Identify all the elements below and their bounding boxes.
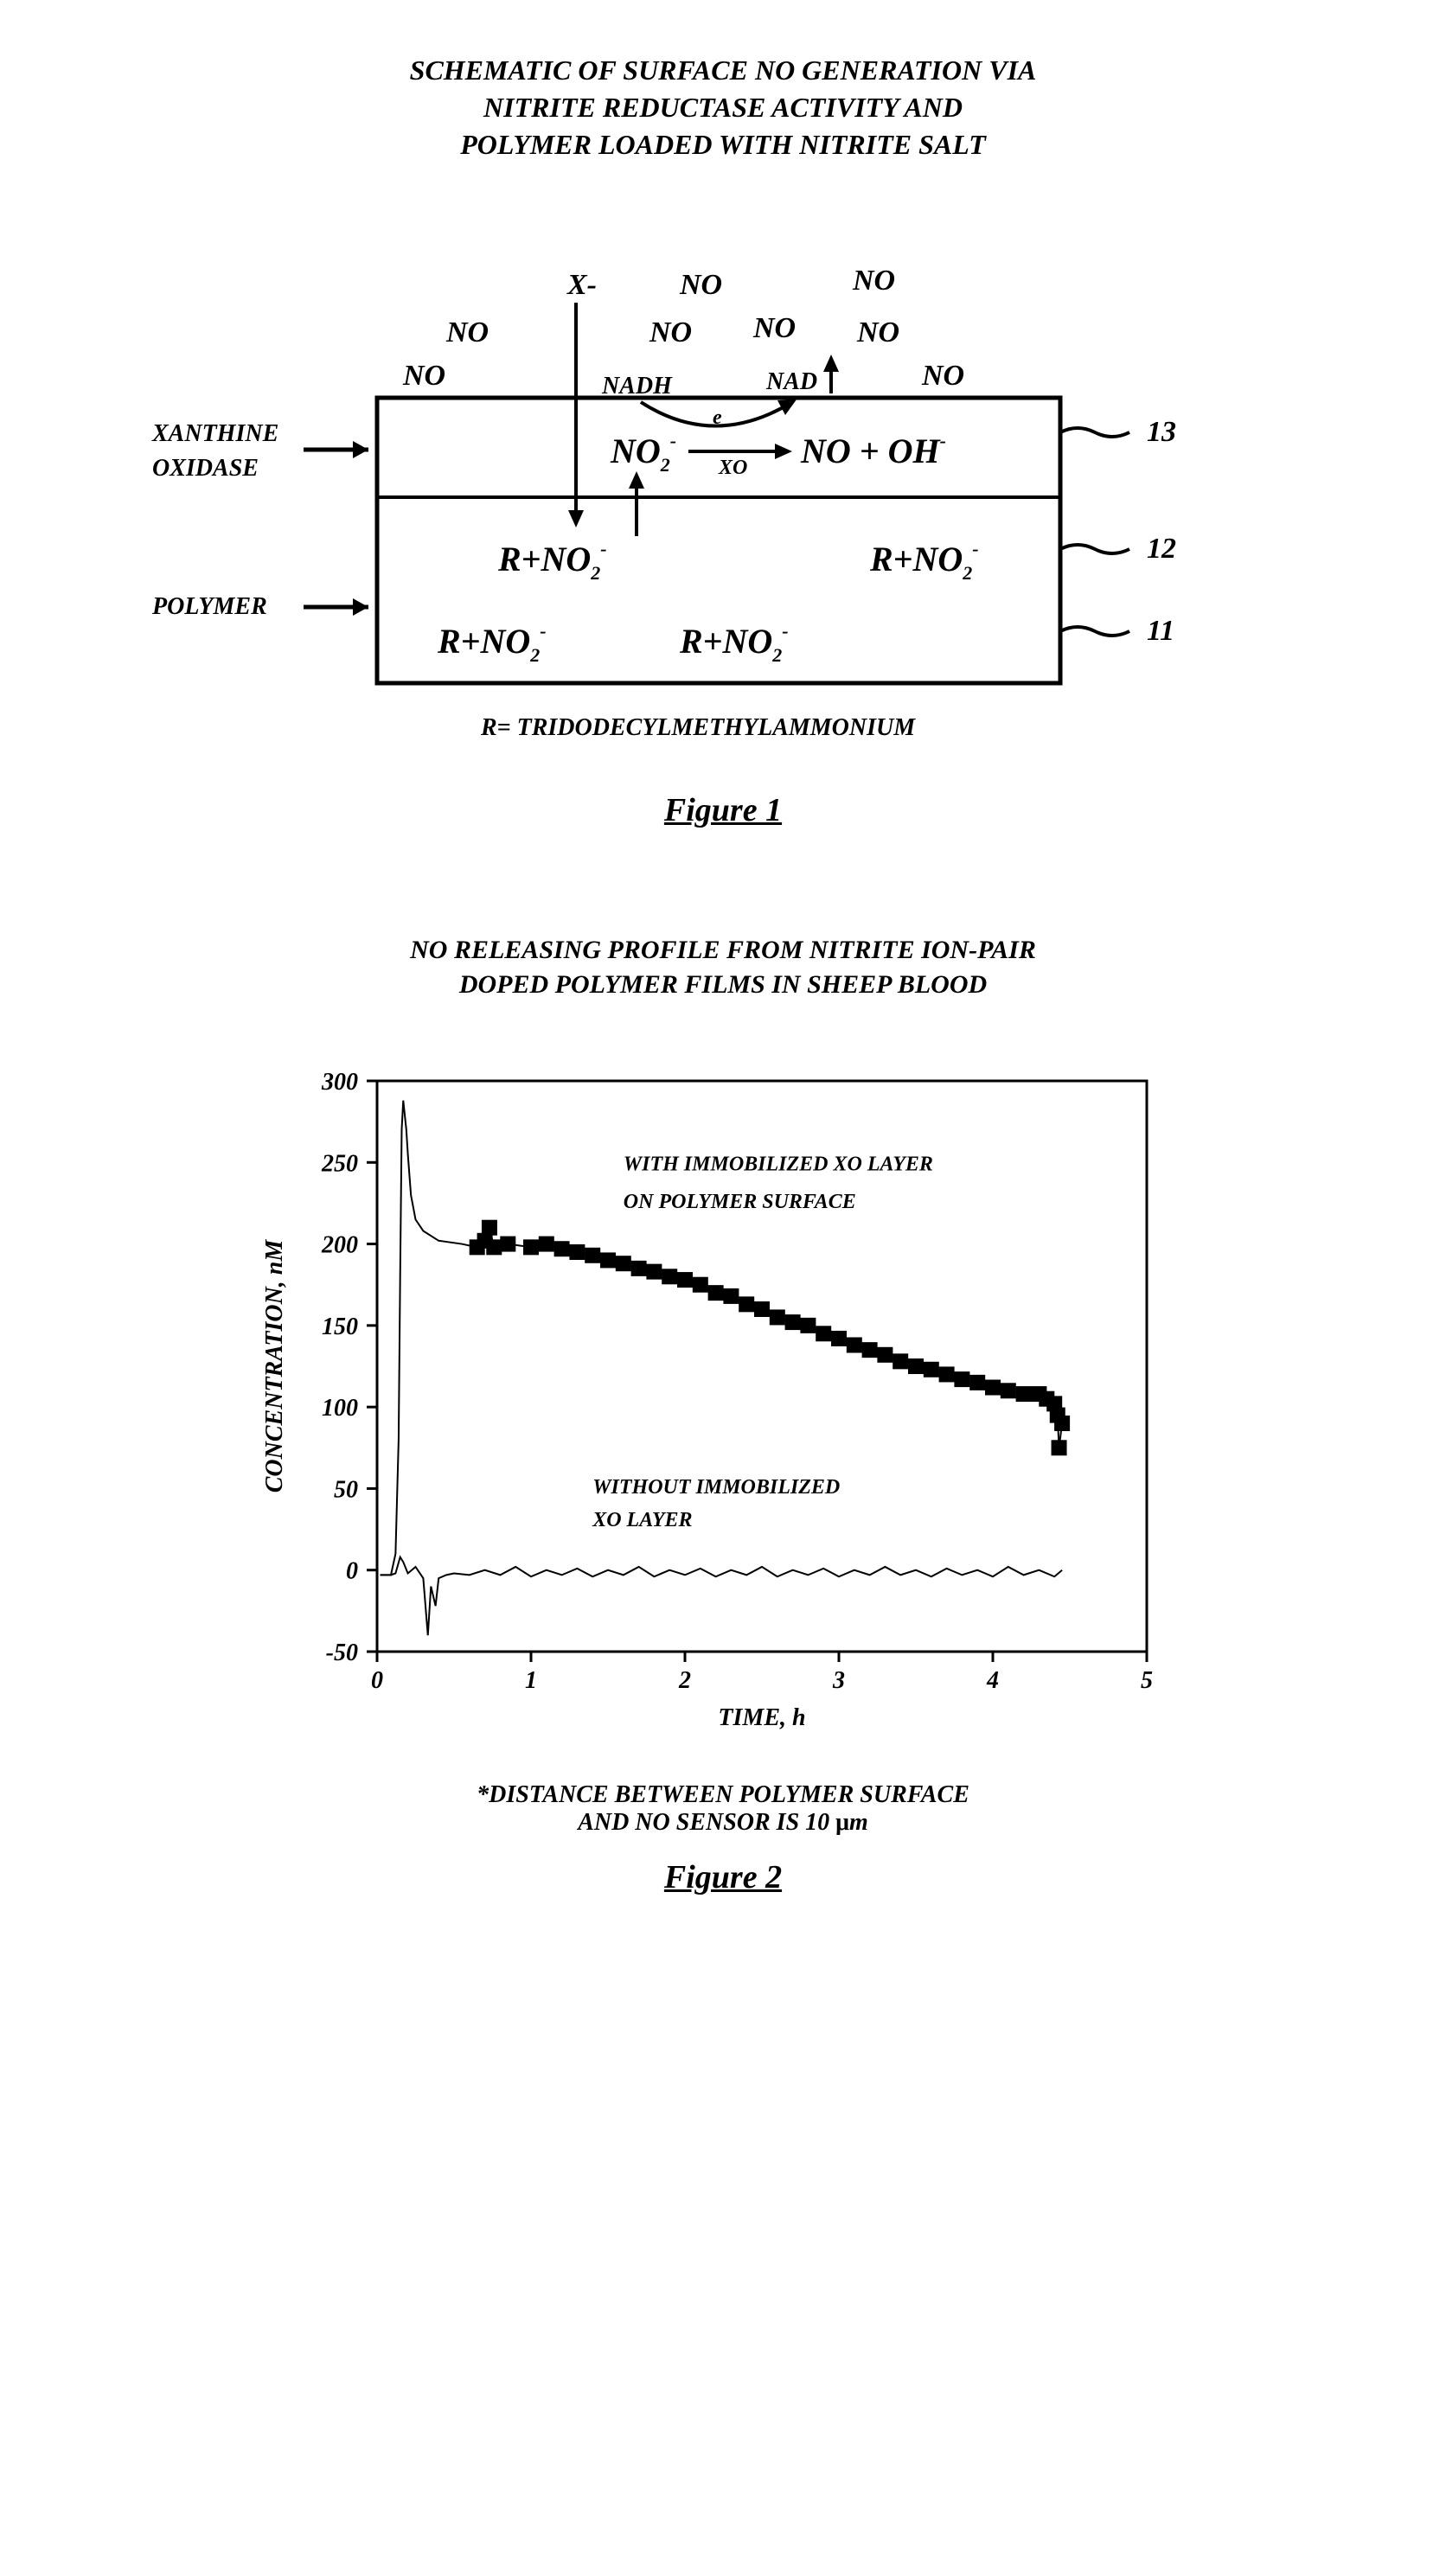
xanthine-label: XANTHINE	[151, 420, 278, 447]
polymer-label: POLYMER	[151, 593, 267, 620]
svg-text:R+NO2-: R+NO2-	[497, 538, 607, 584]
figure-2-chart: -50 0 50 100 150 200 250 300 0 1 2 3 4 5 TIME, h CONCEN…	[247, 1046, 1199, 1755]
svg-text:1: 1	[525, 1667, 537, 1694]
svg-text:2: 2	[678, 1667, 691, 1694]
svg-text:NO: NO	[445, 316, 489, 348]
figure-2: NO RELEASING PROFILE FROM NITRITE ION-PA…	[86, 933, 1360, 1896]
svg-text:3: 3	[832, 1667, 845, 1694]
figure-1-caption: Figure 1	[86, 791, 1360, 829]
svg-text:250: 250	[321, 1150, 358, 1177]
svg-text:50: 50	[334, 1476, 358, 1503]
figure-1-title: SCHEMATIC OF SURFACE NO GENERATION VIA N…	[86, 52, 1360, 164]
svg-text:300: 300	[321, 1069, 358, 1096]
svg-text:NO: NO	[852, 265, 895, 297]
svg-text:0: 0	[371, 1667, 383, 1694]
e-label: e	[713, 406, 722, 429]
figure-1: SCHEMATIC OF SURFACE NO GENERATION VIA N…	[86, 52, 1360, 829]
fig2-title-line1: NO RELEASING PROFILE FROM NITRITE ION-PA…	[86, 933, 1360, 968]
svg-text:R+NO2-: R+NO2-	[679, 620, 789, 666]
svg-text:NO: NO	[921, 360, 964, 392]
figure-2-caption: Figure 2	[86, 1858, 1360, 1896]
figure-1-svg: XANTHINE OXIDASE POLYMER NONONONONONONON…	[118, 208, 1328, 770]
oxidase-label: OXIDASE	[152, 455, 259, 482]
svg-text:WITHOUT IMMOBILIZED: WITHOUT IMMOBILIZED	[592, 1476, 840, 1499]
svg-text:5: 5	[1141, 1667, 1153, 1694]
no-cloud: NONONONONONONONO	[402, 265, 964, 392]
svg-text:NO: NO	[649, 316, 692, 348]
fig2-title-line2: DOPED POLYMER FILMS IN SHEEP BLOOD	[86, 968, 1360, 1003]
figure-2-title: NO RELEASING PROFILE FROM NITRITE ION-PA…	[86, 933, 1360, 1003]
fig1-title-line1: SCHEMATIC OF SURFACE NO GENERATION VIA	[86, 52, 1360, 89]
svg-text:ON POLYMER SURFACE: ON POLYMER SURFACE	[624, 1191, 856, 1213]
svg-text:NO: NO	[856, 316, 899, 348]
xo-label: XO	[718, 457, 747, 479]
ref-11: 11	[1147, 615, 1174, 647]
footnote-unit: m	[849, 1809, 868, 1836]
svg-text:100: 100	[322, 1395, 358, 1422]
svg-text:WITH IMMOBILIZED XO LAYER: WITH IMMOBILIZED XO LAYER	[624, 1153, 933, 1175]
svg-text:XO LAYER: XO LAYER	[592, 1508, 692, 1531]
no2-reactant: NO2-	[610, 430, 676, 476]
nadh-label: NADH	[601, 373, 673, 400]
svg-text:-50: -50	[326, 1640, 358, 1666]
reaction-product: NO + OH-	[800, 430, 946, 470]
svg-text:0: 0	[346, 1557, 358, 1584]
svg-text:TIME, h: TIME, h	[718, 1704, 805, 1731]
footnote-post: AND NO SENSOR IS 10	[578, 1809, 829, 1836]
svg-text:NO: NO	[752, 312, 796, 344]
nad-label: NAD	[765, 368, 817, 395]
fig1-title-line2: NITRITE REDUCTASE ACTIVITY AND	[86, 89, 1360, 126]
r-definition: R= TRIDODECYLMETHYLAMMONIUM	[480, 714, 916, 741]
svg-text:R+NO2-: R+NO2-	[869, 538, 979, 584]
svg-text:CONCENTRATION, nM: CONCENTRATION, nM	[261, 1238, 288, 1493]
x-minus-label: X-	[566, 269, 597, 301]
svg-text:150: 150	[322, 1313, 358, 1339]
svg-text:R+NO2-: R+NO2-	[437, 620, 547, 666]
svg-text:NO: NO	[402, 360, 445, 392]
footnote-mu: μ	[835, 1809, 849, 1836]
svg-text:200: 200	[321, 1231, 358, 1258]
svg-text:4: 4	[986, 1667, 999, 1694]
footnote-pre: *DISTANCE BETWEEN POLYMER SURFACE	[477, 1781, 969, 1808]
fig1-title-line3: POLYMER LOADED WITH NITRITE SALT	[86, 126, 1360, 163]
ref-13: 13	[1147, 416, 1176, 448]
ref-12: 12	[1147, 533, 1176, 565]
svg-text:NO: NO	[679, 269, 722, 301]
figure-2-footnote: *DISTANCE BETWEEN POLYMER SURFACE AND NO…	[86, 1781, 1360, 1837]
